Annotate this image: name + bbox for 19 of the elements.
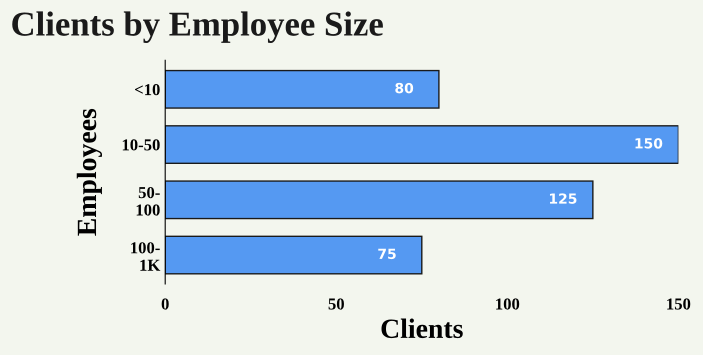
bar — [165, 70, 440, 109]
data-label: 125 — [550, 193, 576, 204]
bar — [165, 180, 594, 220]
x-axis-title: Clients — [381, 318, 463, 338]
y-tick-label: <10 — [135, 84, 160, 96]
y-tick-label: 50- 100 — [136, 186, 160, 216]
x-tick-label: 100 — [496, 298, 520, 310]
x-tick-label: 150 — [667, 298, 690, 310]
chart-title: Clients by Employee Size — [12, 11, 383, 43]
data-label: 150 — [636, 138, 662, 149]
y-tick-label: 100- 1K — [131, 242, 160, 271]
x-tick-label: 0 — [162, 298, 169, 310]
bar — [165, 125, 678, 164]
x-tick-label: 50 — [328, 298, 344, 310]
data-label: 75 — [378, 248, 396, 260]
y-tick-label: 10-50 — [122, 139, 160, 150]
y-axis-title: Employees — [76, 108, 102, 236]
data-label: 80 — [395, 82, 414, 94]
bar — [165, 236, 422, 275]
